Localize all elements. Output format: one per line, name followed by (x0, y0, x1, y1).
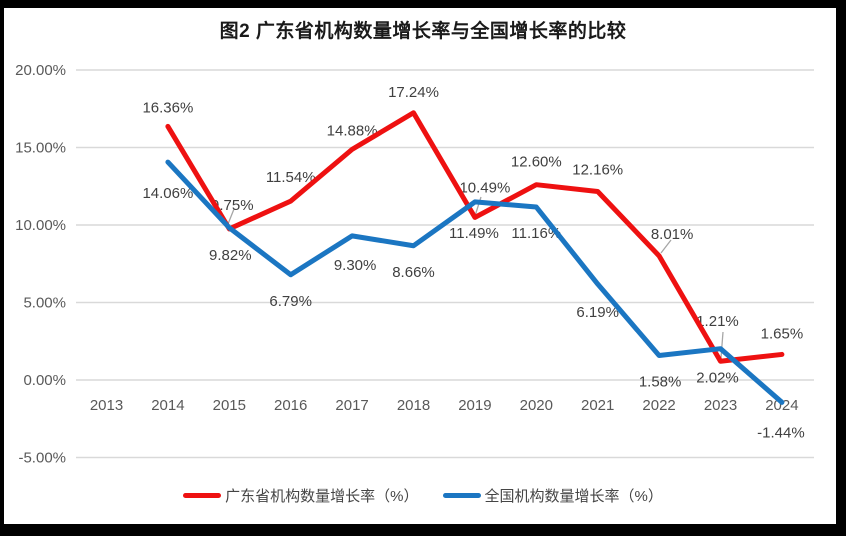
guangdong-data-label: 14.88% (327, 122, 378, 139)
national-data-label: 11.16% (511, 225, 561, 242)
national-data-label: 9.30% (334, 257, 377, 274)
national-line-swatch-icon (442, 492, 481, 498)
x-axis-tick-label: 2016 (274, 397, 307, 414)
legend-label-guangdong: 广东省机构数量增长率（%） (225, 487, 419, 505)
guangdong-data-label: 1.65% (761, 325, 804, 342)
x-axis-tick-label: 2019 (458, 397, 491, 414)
x-axis-tick-label: 2013 (90, 397, 123, 414)
national-data-label: 14.06% (142, 185, 193, 202)
legend-item-guangdong: 广东省机构数量增长率（%） (183, 485, 419, 506)
national-data-label: 8.66% (392, 264, 435, 281)
x-axis-tick-label: 2017 (335, 397, 368, 414)
x-axis-tick-label: 2022 (642, 397, 675, 414)
y-axis-tick-label: 10.00% (15, 217, 66, 234)
guangdong-data-label: 8.01% (651, 226, 694, 243)
y-axis-tick-label: 20.00% (15, 62, 66, 79)
x-axis-tick-label: 2014 (151, 397, 184, 414)
national-data-label: 1.58% (639, 374, 682, 391)
label-leader-line (660, 239, 672, 254)
chart-legend: 广东省机构数量增长率（%） 全国机构数量增长率（%） (0, 484, 846, 506)
chart-title: 图2 广东省机构数量增长率与全国增长率的比较 (219, 21, 627, 42)
y-axis-tick-label: -5.00% (18, 450, 66, 467)
x-axis-tick-label: 2018 (397, 397, 430, 414)
x-axis-tick-label: 2020 (520, 397, 553, 414)
legend-label-national: 全国机构数量增长率（%） (484, 487, 663, 505)
y-axis-tick-label: 15.00% (15, 140, 66, 157)
x-axis-tick-label: 2023 (704, 397, 737, 414)
national-data-label: 6.79% (269, 293, 312, 310)
guangdong-data-label: 1.21% (696, 313, 739, 330)
chart-canvas (4, 8, 836, 524)
x-axis-tick-label: 2015 (213, 397, 246, 414)
national-data-label: -1.44% (757, 424, 805, 441)
guangdong-data-label: 12.60% (511, 154, 562, 171)
national-data-label: 2.02% (696, 370, 739, 387)
guangdong-data-label: 16.36% (142, 99, 193, 116)
y-axis-tick-label: 0.00% (23, 372, 66, 389)
national-data-label: 6.19% (576, 304, 619, 321)
label-leader-line (227, 208, 235, 225)
legend-item-national: 全国机构数量增长率（%） (442, 485, 663, 506)
guangdong-data-label: 17.24% (388, 84, 439, 101)
national-series-line (165, 159, 785, 405)
guangdong-data-label: 11.54% (266, 169, 316, 186)
guangdong-line-swatch-icon (183, 492, 222, 498)
national-data-label: 11.49% (449, 225, 499, 242)
guangdong-series-line (165, 110, 785, 364)
national-data-label: 9.82% (209, 247, 252, 264)
guangdong-data-label: 9.75% (211, 197, 254, 214)
guangdong-data-label: 12.16% (572, 162, 623, 179)
y-axis-tick-label: 5.00% (23, 295, 66, 312)
x-axis-tick-label: 2024 (765, 397, 798, 414)
label-leader-line (720, 331, 724, 359)
guangdong-data-label: 10.49% (459, 179, 510, 196)
x-axis-tick-label: 2021 (581, 397, 614, 414)
